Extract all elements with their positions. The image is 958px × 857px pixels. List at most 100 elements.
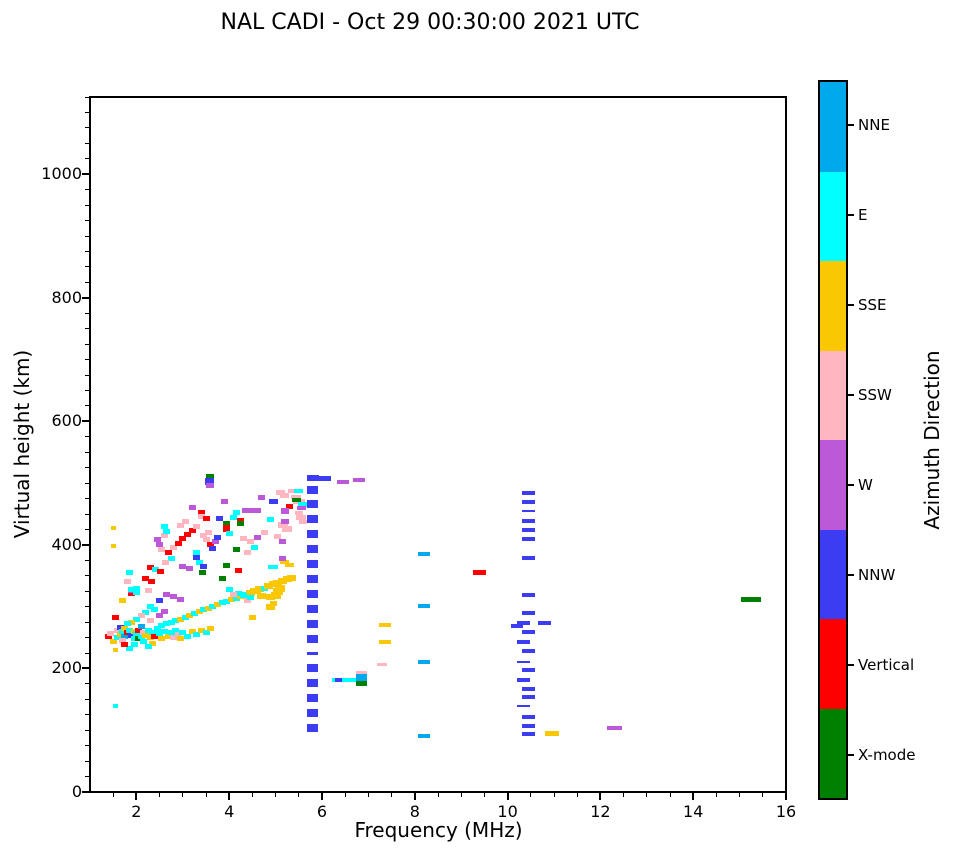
data-point (275, 490, 285, 496)
data-point (183, 531, 191, 537)
data-point (269, 601, 277, 607)
data-point (142, 610, 150, 616)
data-point (279, 555, 287, 561)
x-minor-tick (530, 793, 532, 797)
data-point (336, 479, 349, 484)
data-point (172, 617, 180, 623)
data-point (418, 604, 431, 609)
data-point (521, 509, 535, 512)
colorbar-tick-label: E (858, 206, 868, 224)
data-point (156, 613, 164, 619)
y-minor-tick (85, 451, 89, 453)
data-point (378, 623, 391, 628)
plot-area (89, 96, 787, 793)
data-point (307, 634, 319, 643)
data-point (128, 619, 136, 625)
data-point (188, 527, 196, 533)
data-point (285, 562, 295, 567)
data-point (307, 723, 319, 732)
data-point (202, 630, 210, 636)
x-minor-tick (483, 793, 485, 797)
data-point (197, 513, 205, 519)
data-point (244, 549, 252, 555)
data-point (355, 680, 367, 686)
x-minor-tick (112, 793, 114, 797)
x-minor-tick (437, 793, 439, 797)
data-point (110, 525, 116, 530)
data-point (156, 631, 164, 637)
x-tick-label: 6 (316, 802, 328, 821)
y-minor-tick (85, 374, 89, 376)
data-point (188, 628, 196, 634)
data-point (200, 533, 208, 539)
data-point (294, 510, 303, 515)
y-minor-tick (85, 498, 89, 500)
y-minor-tick (85, 127, 89, 129)
data-point (306, 475, 319, 482)
data-point (186, 612, 194, 618)
data-point (260, 585, 268, 591)
colorbar-segment (820, 171, 846, 261)
y-tick-label: 600 (51, 411, 82, 431)
data-point (258, 494, 266, 500)
y-minor-tick (85, 683, 89, 685)
data-point (307, 619, 319, 628)
x-tick-label: 8 (409, 802, 420, 821)
data-point (257, 592, 267, 599)
y-minor-tick (85, 312, 89, 314)
data-point (144, 627, 152, 633)
data-point (181, 614, 189, 620)
data-point (146, 617, 154, 623)
data-point (211, 539, 219, 545)
x-minor-tick (159, 793, 161, 797)
data-point (204, 530, 212, 536)
colorbar-tick-label: W (858, 476, 873, 494)
data-point (232, 595, 240, 601)
data-point (377, 662, 388, 666)
data-point (209, 546, 217, 552)
data-point (521, 536, 535, 541)
data-point (195, 559, 203, 565)
data-point (114, 627, 122, 633)
data-point (521, 731, 535, 736)
data-point (193, 631, 201, 637)
data-point (279, 539, 287, 545)
data-point (223, 521, 231, 527)
x-major-tick (506, 793, 509, 800)
data-point (193, 549, 201, 555)
data-point (307, 651, 319, 655)
data-point (207, 542, 215, 548)
data-point (287, 574, 297, 581)
y-minor-tick (85, 714, 89, 716)
data-point (146, 635, 154, 641)
data-point (176, 596, 184, 602)
data-point (307, 560, 319, 569)
data-point (223, 563, 231, 569)
data-point (280, 559, 290, 564)
y-major-tick (82, 543, 89, 546)
data-point (418, 660, 431, 665)
colorbar-tick-label: NNW (858, 566, 896, 584)
y-minor-tick (85, 776, 89, 778)
data-point (163, 591, 171, 597)
y-minor-tick (85, 405, 89, 407)
y-minor-tick (85, 343, 89, 345)
data-point (239, 593, 247, 599)
data-point (132, 616, 140, 622)
data-point (741, 596, 762, 602)
y-minor-tick (85, 111, 89, 113)
data-point (307, 663, 319, 672)
y-minor-tick (85, 637, 89, 639)
data-point (378, 640, 391, 645)
data-point (234, 590, 242, 596)
data-point (167, 619, 175, 625)
data-point (521, 695, 535, 700)
data-point (294, 489, 304, 494)
x-minor-tick (553, 793, 555, 797)
data-point (246, 539, 254, 545)
data-point (144, 644, 152, 650)
data-point (158, 547, 166, 553)
data-point (118, 628, 126, 634)
data-point (267, 517, 275, 523)
